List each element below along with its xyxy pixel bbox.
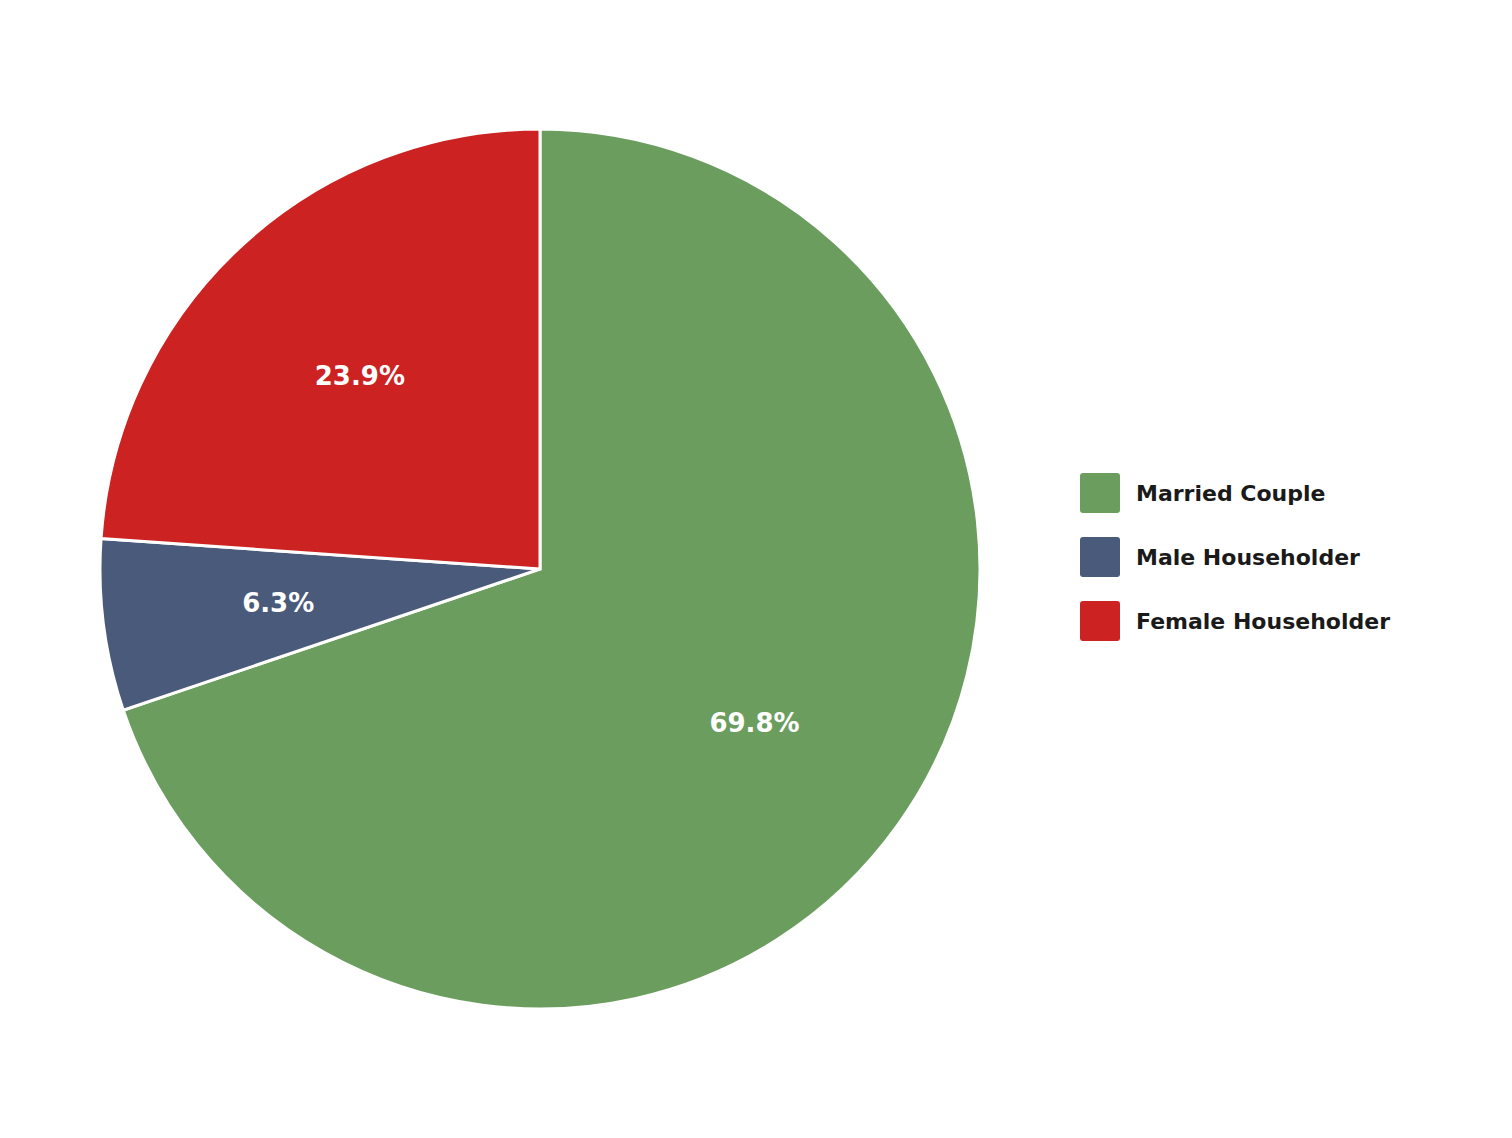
data-label: 23.9% (315, 361, 405, 391)
data-label: 6.3% (242, 588, 314, 618)
legend-label: Married Couple (1136, 481, 1325, 506)
legend-swatch (1080, 537, 1120, 577)
page: {"chart_data": {"type": "pie", "categori… (0, 0, 1512, 1138)
chart-container: 69.8% 6.3% 23.9% Married Couple Male Househo… (0, 0, 1512, 1138)
pie-slice (101, 129, 540, 569)
chart-svg: 69.8% 6.3% 23.9% Married Couple Male Househo… (0, 0, 1512, 1138)
legend-swatch (1080, 473, 1120, 513)
legend-label: Male Householder (1136, 545, 1360, 570)
data-labels: 69.8% 6.3% 23.9% (242, 361, 800, 738)
data-label: 69.8% (709, 708, 799, 738)
pie-slices (100, 129, 980, 1009)
legend: Married Couple Male Householder Female Hou… (1080, 473, 1390, 641)
legend-swatch (1080, 601, 1120, 641)
legend-label: Female Householder (1136, 609, 1390, 634)
